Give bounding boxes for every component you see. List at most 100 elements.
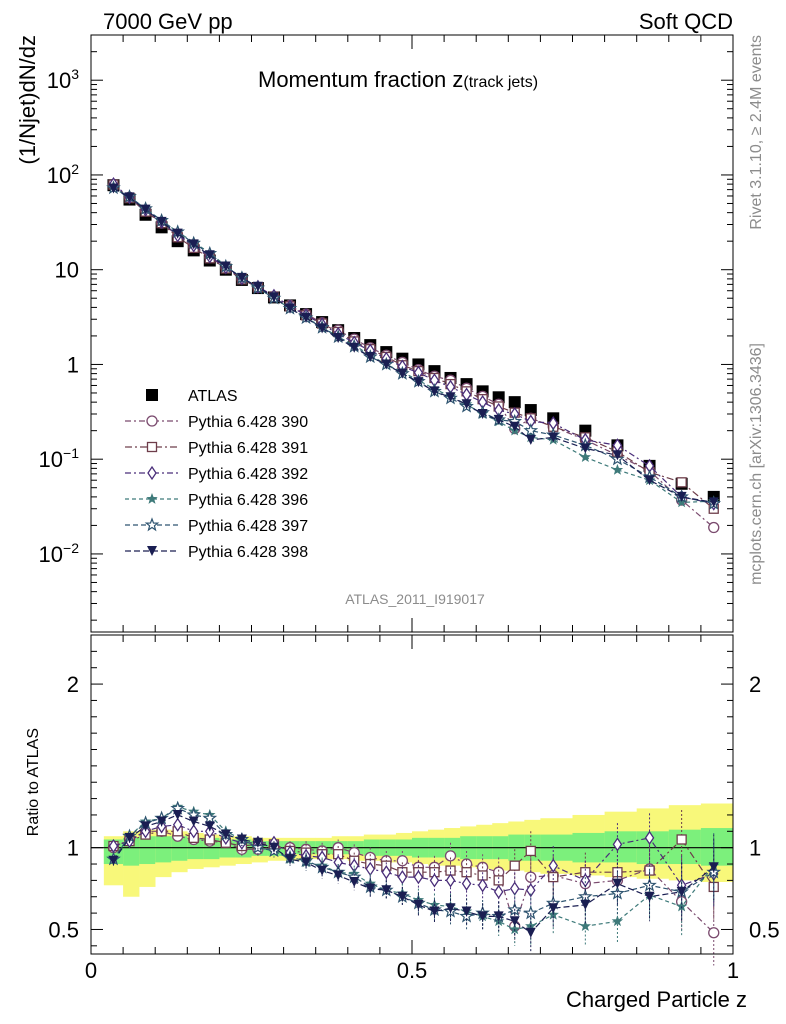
ratio-data-point (413, 869, 424, 885)
data-point (580, 443, 591, 454)
legend-label: Pythia 6.428 396 (188, 492, 308, 509)
legend-label: Pythia 6.428 390 (188, 414, 308, 431)
main-title: Momentum fraction z(track jets) (258, 67, 538, 92)
series-pythia-6-428-398 (108, 183, 719, 508)
legend: ATLAS Pythia 6.428 390 Pythia 6.428 391 Pyt… (125, 388, 308, 561)
legend-marker (146, 493, 158, 504)
main-y-axis-label: (1/Njet)dN/dz (15, 35, 40, 165)
ratio-data-point (493, 911, 504, 922)
rivet-version-label: Rivet 3.1.10, ≥ 2.4M events (748, 35, 765, 230)
ratio-data-point (349, 877, 360, 888)
uncertainty-band-inner (139, 836, 156, 865)
legend-marker (147, 546, 157, 556)
ratio-data-point (675, 900, 688, 912)
ratio-data-point (156, 816, 167, 827)
ratio-data-point (252, 837, 263, 848)
data-point (397, 368, 408, 379)
ratio-data-point (461, 906, 472, 917)
data-point (140, 204, 151, 215)
data-point (523, 423, 539, 437)
legend-marker (146, 441, 158, 453)
legend-entry: Pythia 6.428 398 (125, 544, 308, 561)
legend-label: Pythia 6.428 391 (188, 440, 308, 457)
ratio-data-point (429, 873, 440, 888)
ratio-y-tick-label-right: 1 (749, 836, 761, 861)
series-line (113, 183, 714, 505)
legend-marker (147, 465, 157, 481)
ratio-data-point (610, 885, 625, 900)
ratio-data-point (580, 899, 591, 910)
data-point (108, 183, 119, 194)
data-point (124, 192, 135, 203)
ratio-data-point (525, 871, 537, 883)
ratio-data-point (365, 883, 376, 894)
ratio-data-point (509, 860, 520, 871)
ratio-data-point (381, 865, 392, 880)
data-point (252, 281, 263, 292)
data-point (508, 396, 521, 409)
data-point (156, 216, 167, 227)
ratio-data-point (579, 920, 591, 931)
ratio-data-point (548, 858, 559, 873)
ratio-data-point (268, 842, 279, 853)
x-tick-label: 0 (85, 958, 97, 983)
data-point (236, 272, 247, 283)
data-point (317, 323, 328, 334)
legend-entry: Pythia 6.428 391 (125, 440, 308, 457)
ratio-data-point (317, 865, 328, 876)
ratio-data-point (548, 903, 559, 914)
ratio-plot-panel: 0.5 0.51 12 20 0.5 1 Ratio to ATLAS Charged P… (25, 634, 780, 1012)
ratio-data-point (548, 871, 559, 883)
legend-marker (146, 415, 158, 427)
ratio-data-point (188, 824, 199, 839)
legend-entry: Pythia 6.428 392 (125, 465, 308, 483)
legend-label: Pythia 6.428 397 (188, 518, 308, 535)
y-tick-label: 103 (47, 66, 79, 93)
ratio-data-point (612, 837, 623, 852)
ratio-data-point (708, 927, 720, 939)
ratio-data-point (285, 854, 296, 865)
ratio-y-tick-label: 0.5 (48, 917, 79, 942)
data-point (301, 312, 312, 323)
data-point (579, 451, 591, 462)
data-point (644, 475, 655, 486)
header-left-label: 7000 GeV pp (103, 9, 233, 34)
main-plot-panel: 10−2 10−1 1 10 102 103 Momentum fraction z(tr… (15, 34, 734, 633)
ratio-data-point (525, 927, 536, 938)
ratio-data-point (188, 816, 199, 827)
ratio-y-tick-label: 2 (67, 672, 79, 697)
legend-entry: Pythia 6.428 390 (125, 414, 308, 431)
ratio-data-point (477, 878, 488, 893)
legend-marker (144, 517, 160, 532)
ratio-data-point (676, 834, 687, 845)
ratio-data-point (525, 883, 536, 898)
data-point (509, 421, 520, 432)
data-point (429, 386, 440, 397)
legend-entry: Pythia 6.428 397 (125, 517, 308, 535)
data-point (612, 450, 623, 461)
ratio-data-point (445, 873, 456, 888)
ratio-data-point (333, 870, 344, 881)
mcplots-source-label: mcplots.cern.ch [arXiv:1306.3436] (748, 343, 765, 585)
y-tick-label: 10−2 (39, 540, 80, 567)
ratio-y-tick-label-right: 0.5 (749, 917, 780, 942)
ratio-data-point (493, 884, 504, 900)
data-point (493, 414, 504, 425)
ratio-data-point (644, 830, 655, 846)
legend-entry: ATLAS (146, 388, 238, 405)
ratio-data-point (708, 862, 719, 873)
data-point (524, 404, 537, 417)
data-point (477, 408, 488, 419)
ratio-data-point (220, 829, 231, 840)
data-point (204, 250, 215, 261)
ratio-data-point (301, 857, 312, 868)
ratio-data-point (429, 906, 440, 917)
data-point (188, 239, 199, 250)
ratio-data-point (509, 923, 521, 935)
data-point (365, 351, 376, 362)
data-point (349, 342, 360, 353)
x-tick-label: 1 (727, 958, 739, 983)
y-tick-label: 10 (55, 258, 79, 283)
ratio-data-point (509, 881, 520, 896)
